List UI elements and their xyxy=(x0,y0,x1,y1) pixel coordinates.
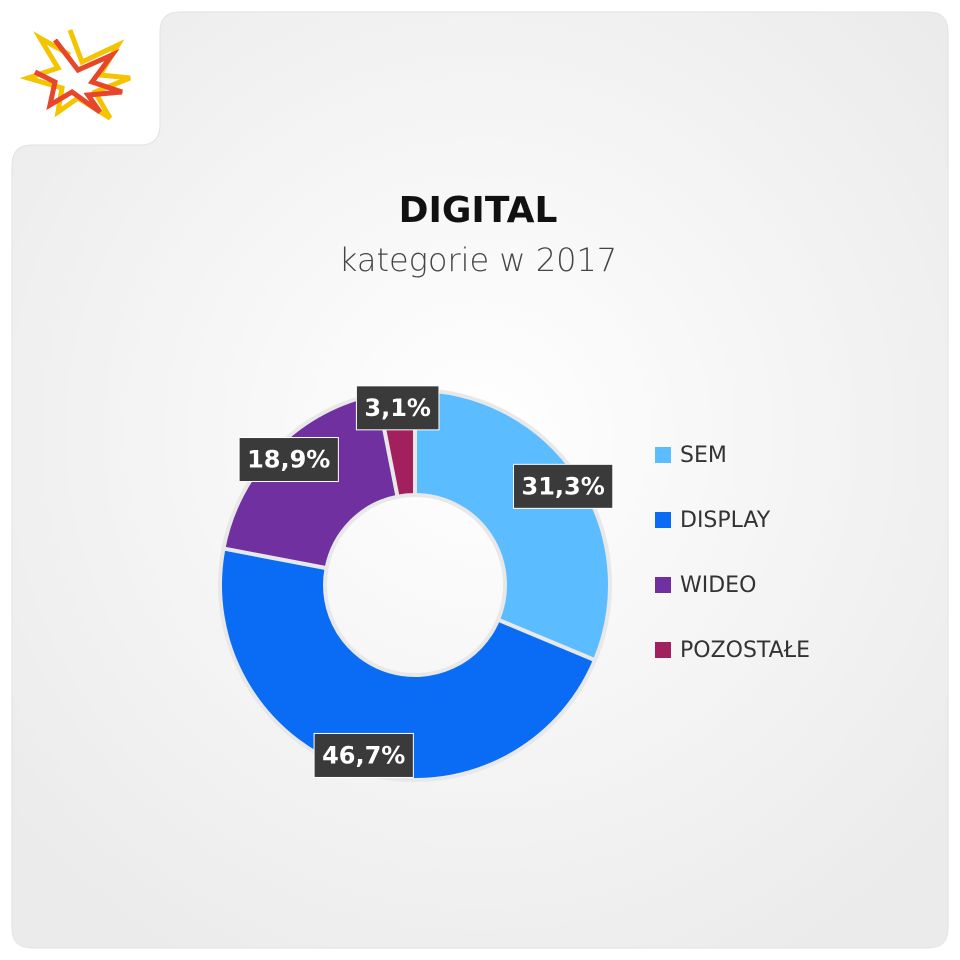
value-label-box: 46,7% xyxy=(313,732,414,778)
value-labels: 31,3% 46,7% 18,9% 3,1% xyxy=(238,385,614,778)
value-label-box: 31,3% xyxy=(513,463,614,509)
label-background xyxy=(313,732,414,778)
legend-label: POZOSTAŁE xyxy=(680,638,810,663)
legend-label: DISPLAY xyxy=(680,508,771,533)
legend-label: SEM xyxy=(680,443,727,468)
logo xyxy=(19,29,131,121)
legend: SEM DISPLAY WIDEO POZOSTAŁE xyxy=(655,443,810,663)
value-label-box: 18,9% xyxy=(238,437,339,483)
value-label: 18,9% xyxy=(247,446,330,474)
label-background xyxy=(238,437,339,483)
slice xyxy=(218,546,598,782)
chart-title: DIGITAL xyxy=(399,190,558,231)
value-label-box: 3,1% xyxy=(355,385,440,431)
legend-swatch xyxy=(655,577,671,593)
legend-swatch xyxy=(655,642,671,658)
label-background xyxy=(355,385,440,431)
legend-swatch xyxy=(655,512,671,528)
label-background xyxy=(513,463,614,509)
chart-subtitle: kategorie w 2017 xyxy=(339,241,617,279)
slice xyxy=(413,387,612,663)
donut xyxy=(218,387,612,782)
legend-swatch xyxy=(655,447,671,463)
legend-label: WIDEO xyxy=(680,573,756,598)
value-label: 31,3% xyxy=(522,472,605,500)
value-label: 3,1% xyxy=(364,394,431,422)
value-label: 46,7% xyxy=(322,741,405,769)
